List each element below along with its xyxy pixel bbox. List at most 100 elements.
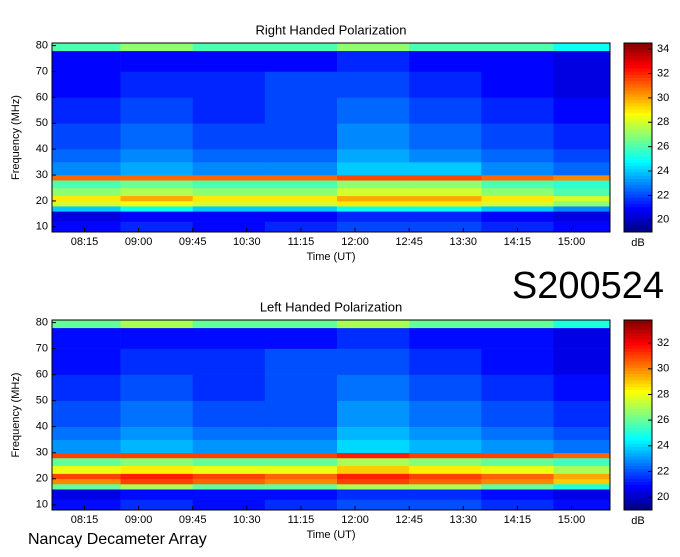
y-tick-label: 10 [36, 221, 48, 233]
heatmap-cell [192, 452, 266, 459]
heatmap-cell [52, 426, 121, 441]
heatmap-cell [481, 195, 554, 202]
heatmap-cell [120, 320, 194, 329]
heatmap-cell [120, 187, 194, 197]
heatmap-cell [553, 187, 611, 197]
colorbar-swatch [624, 146, 652, 151]
colorbar-swatch [624, 96, 652, 101]
heatmap-cell [52, 123, 121, 150]
colorbar-swatch [624, 386, 652, 391]
heatmap-cell [409, 211, 482, 222]
colorbar-swatch [624, 449, 652, 454]
colorbar-swatch [624, 434, 652, 438]
heatmap-cell [120, 473, 194, 480]
colorbar-swatch [624, 181, 652, 186]
heatmap-cell [409, 221, 482, 233]
heatmap-cell [120, 195, 194, 202]
colorbar-swatch [624, 159, 652, 164]
colorbar-swatch [624, 209, 652, 214]
colorbar-swatch [624, 49, 652, 53]
colorbar-swatch [624, 500, 652, 505]
colorbar-swatch [624, 124, 652, 129]
heatmap-cell [52, 465, 121, 474]
x-tick-label: 09:45 [179, 514, 207, 526]
x-tick-label: 10:30 [233, 514, 261, 526]
heatmap-cell [52, 221, 121, 233]
heatmap-cell [337, 200, 410, 207]
y-tick-label: 80 [36, 317, 48, 329]
heatmap-cell [192, 426, 266, 441]
colorbar-swatch [624, 118, 652, 123]
heatmap-cell [481, 187, 554, 197]
colorbar-swatch [624, 137, 652, 142]
heatmap-cell [553, 452, 611, 459]
colorbar-swatch [624, 121, 652, 126]
colorbar-swatch [624, 134, 652, 138]
colorbar-swatch [624, 225, 652, 230]
colorbar-swatch [624, 418, 652, 422]
heatmap-cell [52, 489, 121, 500]
colorbar-swatch [624, 506, 652, 511]
colorbar-swatch [624, 396, 652, 400]
heatmap-cell [264, 439, 338, 454]
colorbar-swatch [624, 503, 652, 508]
heatmap-cell [264, 465, 338, 474]
heatmap-cell [264, 327, 338, 349]
colorbar-swatch [624, 228, 652, 233]
heatmap-cell [481, 374, 554, 401]
heatmap-cell [409, 489, 482, 500]
colorbar-swatch [624, 465, 652, 470]
heatmap-cell [481, 200, 554, 207]
colorbar-swatch [624, 462, 652, 467]
colorbar-swatch [624, 52, 652, 56]
heatmap-cell [481, 162, 554, 176]
heatmap-cell [192, 327, 266, 349]
colorbar-swatch [624, 197, 652, 201]
heatmap-cell [52, 327, 121, 349]
heatmap-cell [192, 71, 266, 98]
heatmap-cell [120, 221, 194, 233]
colorbar-swatch [624, 143, 652, 148]
x-tick-label: 11:15 [288, 236, 315, 248]
colorbar-swatch [624, 115, 652, 119]
heatmap-cell [192, 489, 266, 500]
heatmap-cell [120, 206, 194, 212]
colorbar-swatch [624, 162, 652, 167]
heatmap-cell [52, 162, 121, 176]
heatmap-cell [337, 478, 410, 485]
colorbar-swatch [624, 150, 652, 154]
colorbar-swatch [624, 475, 652, 479]
heatmap-cell [409, 320, 482, 329]
heatmap-cell [409, 478, 482, 485]
heatmap-cell [120, 149, 194, 163]
heatmap-cell [553, 149, 611, 163]
chart-title: Left Handed Polarization [260, 299, 402, 314]
heatmap-cell [481, 221, 554, 233]
heatmap-cell [337, 465, 410, 474]
colorbar-swatch [624, 172, 652, 176]
heatmap-cell [481, 439, 554, 454]
heatmap-cell [409, 97, 482, 124]
colorbar-swatch [624, 351, 652, 356]
heatmap-cell [481, 465, 554, 474]
heatmap-cell [192, 465, 266, 474]
y-axis-label: Frequency (MHz) [10, 95, 22, 180]
heatmap-cell [192, 478, 266, 485]
colorbar-swatch [624, 481, 652, 486]
heatmap-cell [52, 499, 121, 511]
heatmap-cell [264, 374, 338, 401]
heatmap-cell [337, 400, 410, 428]
colorbar-swatch [624, 424, 652, 429]
heatmap-cell [52, 473, 121, 480]
heatmap-cell [553, 162, 611, 176]
colorbar-tick-label: 24 [657, 165, 669, 177]
heatmap-cell [337, 483, 410, 490]
heatmap-cell [120, 483, 194, 490]
colorbar-swatch [624, 178, 652, 182]
heatmap-cell [120, 123, 194, 150]
heatmap-cell [553, 50, 611, 72]
heatmap-cell [264, 175, 338, 181]
heatmap-cell [553, 175, 611, 181]
heatmap-cell [481, 348, 554, 375]
